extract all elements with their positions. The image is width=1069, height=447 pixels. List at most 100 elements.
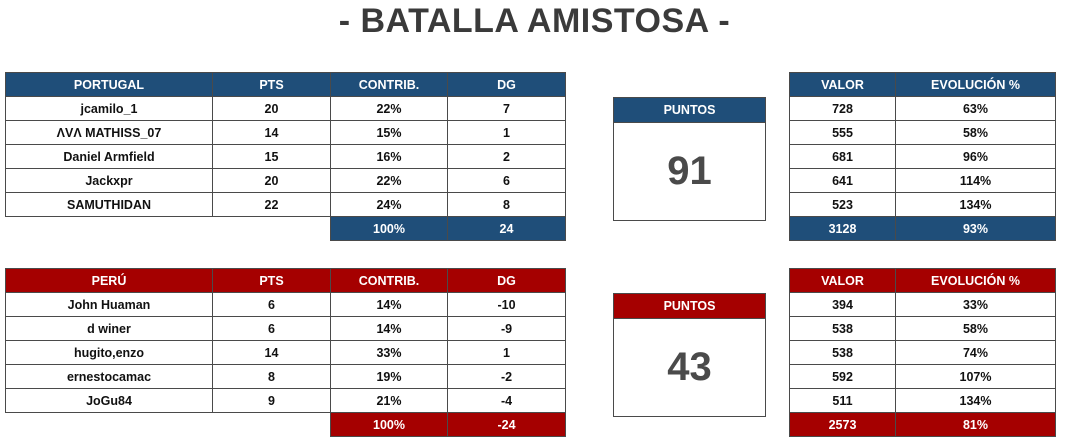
player-pts: 6 [212, 316, 331, 341]
column-header-valor: VALOR [789, 72, 896, 97]
table-row: hugito,enzo 14 33% 1 [5, 340, 566, 365]
player-name: d winer [5, 316, 213, 341]
portugal-stats-table: VALOR EVOLUCIÓN % 728 63% 555 58% 681 96… [789, 72, 1056, 241]
table-row: JoGu84 9 21% -4 [5, 388, 566, 413]
total-dg: 24 [447, 216, 566, 241]
player-dg: -4 [447, 388, 566, 413]
stat-evolucion: 58% [895, 316, 1056, 341]
table-header-row: VALOR EVOLUCIÓN % [789, 72, 1056, 97]
points-label: PUNTOS [614, 98, 765, 123]
player-dg: 2 [447, 144, 566, 169]
player-name: hugito,enzo [5, 340, 213, 365]
total-valor: 2573 [789, 412, 896, 437]
stat-valor: 681 [789, 144, 896, 169]
player-pts: 14 [212, 340, 331, 365]
portugal-points-box: PUNTOS 91 [613, 97, 766, 221]
player-contrib: 14% [330, 316, 448, 341]
player-name: Jackxpr [5, 168, 213, 193]
table-header-row: VALOR EVOLUCIÓN % [789, 268, 1056, 293]
stat-valor: 394 [789, 292, 896, 317]
player-contrib: 19% [330, 364, 448, 389]
stat-valor: 511 [789, 388, 896, 413]
stat-valor: 523 [789, 192, 896, 217]
totals-row: 3128 93% [789, 216, 1056, 241]
page-title: - BATALLA AMISTOSA - [338, 2, 731, 40]
table-row: John Huaman 6 14% -10 [5, 292, 566, 317]
player-name: SAMUTHIDAN [5, 192, 213, 217]
stat-valor: 641 [789, 168, 896, 193]
player-dg: 6 [447, 168, 566, 193]
player-dg: -9 [447, 316, 566, 341]
table-header-row: PERÚ PTS CONTRIB. DG [5, 268, 566, 293]
stat-evolucion: 134% [895, 388, 1056, 413]
table-row: Jackxpr 20 22% 6 [5, 168, 566, 193]
player-name: JoGu84 [5, 388, 213, 413]
column-header-pts: PTS [212, 268, 331, 293]
player-dg: 7 [447, 96, 566, 121]
total-evolucion: 81% [895, 412, 1056, 437]
stat-evolucion: 33% [895, 292, 1056, 317]
stat-evolucion: 58% [895, 120, 1056, 145]
player-pts: 14 [212, 120, 331, 145]
table-row: 523 134% [789, 192, 1056, 217]
player-name: ΛVΛ MATHISS_07 [5, 120, 213, 145]
player-pts: 8 [212, 364, 331, 389]
table-row: 394 33% [789, 292, 1056, 317]
stat-valor: 555 [789, 120, 896, 145]
totals-row: 2573 81% [789, 412, 1056, 437]
player-contrib: 16% [330, 144, 448, 169]
player-pts: 6 [212, 292, 331, 317]
table-row: Daniel Armfield 15 16% 2 [5, 144, 566, 169]
peru-stats-table: VALOR EVOLUCIÓN % 394 33% 538 58% 538 74… [789, 268, 1056, 437]
player-dg: 8 [447, 192, 566, 217]
stat-evolucion: 96% [895, 144, 1056, 169]
column-header-dg: DG [447, 72, 566, 97]
portugal-team-table: PORTUGAL PTS CONTRIB. DG jcamilo_1 20 22… [5, 72, 566, 241]
blank-cell [6, 413, 213, 437]
column-header-pts: PTS [212, 72, 331, 97]
totals-row: 100% 24 [6, 216, 566, 241]
stat-valor: 592 [789, 364, 896, 389]
peru-team-table: PERÚ PTS CONTRIB. DG John Huaman 6 14% -… [5, 268, 566, 437]
column-header-evolucion: EVOLUCIÓN % [895, 268, 1056, 293]
player-name: ernestocamac [5, 364, 213, 389]
total-dg: -24 [447, 412, 566, 437]
player-contrib: 22% [330, 96, 448, 121]
column-header-valor: VALOR [789, 268, 896, 293]
player-contrib: 33% [330, 340, 448, 365]
total-valor: 3128 [789, 216, 896, 241]
table-header-row: PORTUGAL PTS CONTRIB. DG [5, 72, 566, 97]
player-contrib: 22% [330, 168, 448, 193]
stat-evolucion: 114% [895, 168, 1056, 193]
player-contrib: 14% [330, 292, 448, 317]
points-value: 43 [667, 345, 712, 389]
table-row: 728 63% [789, 96, 1056, 121]
player-pts: 9 [212, 388, 331, 413]
player-contrib: 24% [330, 192, 448, 217]
blank-cell [6, 217, 213, 241]
table-row: 538 58% [789, 316, 1056, 341]
column-header-contrib: CONTRIB. [330, 72, 448, 97]
table-row: 681 96% [789, 144, 1056, 169]
totals-row: 100% -24 [6, 412, 566, 437]
column-header-contrib: CONTRIB. [330, 268, 448, 293]
table-row: 641 114% [789, 168, 1056, 193]
points-value: 91 [667, 149, 712, 193]
total-evolucion: 93% [895, 216, 1056, 241]
table-row: 511 134% [789, 388, 1056, 413]
table-row: 538 74% [789, 340, 1056, 365]
player-dg: 1 [447, 120, 566, 145]
column-header-team: PORTUGAL [5, 72, 213, 97]
total-contrib: 100% [330, 216, 448, 241]
player-name: jcamilo_1 [5, 96, 213, 121]
table-row: SAMUTHIDAN 22 24% 8 [5, 192, 566, 217]
blank-cell [213, 413, 331, 437]
player-dg: 1 [447, 340, 566, 365]
table-row: 555 58% [789, 120, 1056, 145]
total-contrib: 100% [330, 412, 448, 437]
column-header-evolucion: EVOLUCIÓN % [895, 72, 1056, 97]
peru-points-box: PUNTOS 43 [613, 293, 766, 417]
table-row: 592 107% [789, 364, 1056, 389]
player-pts: 15 [212, 144, 331, 169]
player-dg: -2 [447, 364, 566, 389]
